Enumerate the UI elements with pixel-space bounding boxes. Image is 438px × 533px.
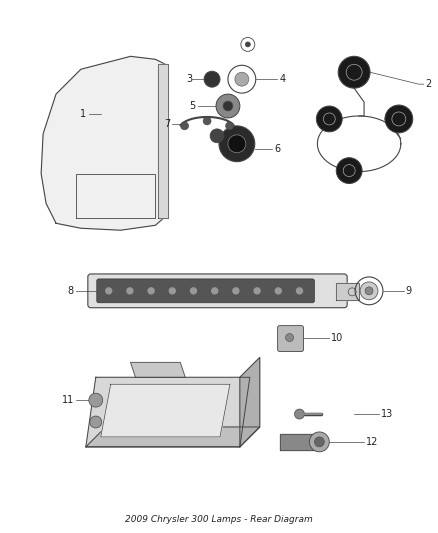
Circle shape bbox=[309, 432, 329, 452]
FancyBboxPatch shape bbox=[278, 326, 304, 351]
Circle shape bbox=[360, 282, 378, 300]
Circle shape bbox=[90, 416, 102, 428]
Text: 1: 1 bbox=[80, 109, 86, 119]
Text: 4: 4 bbox=[279, 74, 286, 84]
Text: 8: 8 bbox=[68, 286, 74, 296]
Circle shape bbox=[127, 288, 133, 294]
Circle shape bbox=[316, 106, 342, 132]
Polygon shape bbox=[240, 358, 260, 447]
Polygon shape bbox=[336, 283, 359, 300]
Text: 9: 9 bbox=[406, 286, 412, 296]
Text: 12: 12 bbox=[366, 437, 378, 447]
Text: 2009 Chrysler 300 Lamps - Rear Diagram: 2009 Chrysler 300 Lamps - Rear Diagram bbox=[125, 515, 313, 524]
FancyBboxPatch shape bbox=[97, 279, 314, 303]
Circle shape bbox=[219, 126, 255, 161]
Circle shape bbox=[89, 393, 103, 407]
Circle shape bbox=[210, 129, 224, 143]
Circle shape bbox=[297, 288, 303, 294]
Circle shape bbox=[191, 288, 197, 294]
Text: 10: 10 bbox=[331, 333, 343, 343]
Polygon shape bbox=[279, 434, 319, 450]
Text: 5: 5 bbox=[189, 101, 195, 111]
Text: 11: 11 bbox=[62, 395, 74, 405]
Polygon shape bbox=[86, 377, 250, 447]
Circle shape bbox=[235, 72, 249, 86]
Circle shape bbox=[170, 288, 175, 294]
Circle shape bbox=[385, 105, 413, 133]
Circle shape bbox=[294, 409, 304, 419]
Circle shape bbox=[223, 101, 233, 111]
Text: 6: 6 bbox=[275, 144, 281, 154]
Polygon shape bbox=[41, 56, 168, 230]
Polygon shape bbox=[159, 64, 168, 219]
Circle shape bbox=[106, 288, 112, 294]
Circle shape bbox=[254, 288, 260, 294]
Circle shape bbox=[203, 117, 211, 125]
Circle shape bbox=[338, 56, 370, 88]
Circle shape bbox=[180, 122, 188, 130]
Circle shape bbox=[314, 437, 324, 447]
Text: 13: 13 bbox=[381, 409, 393, 419]
Circle shape bbox=[286, 334, 293, 342]
Text: 7: 7 bbox=[164, 119, 170, 129]
Polygon shape bbox=[101, 384, 230, 437]
Circle shape bbox=[365, 287, 373, 295]
Text: 2: 2 bbox=[426, 79, 432, 89]
Circle shape bbox=[212, 288, 218, 294]
Polygon shape bbox=[131, 362, 185, 377]
Circle shape bbox=[228, 135, 246, 153]
Circle shape bbox=[276, 288, 281, 294]
Circle shape bbox=[216, 94, 240, 118]
Polygon shape bbox=[86, 427, 260, 447]
Circle shape bbox=[336, 158, 362, 183]
Text: 3: 3 bbox=[186, 74, 192, 84]
Circle shape bbox=[245, 42, 250, 47]
Circle shape bbox=[204, 71, 220, 87]
Circle shape bbox=[226, 122, 233, 130]
FancyBboxPatch shape bbox=[88, 274, 347, 308]
Circle shape bbox=[233, 288, 239, 294]
Circle shape bbox=[148, 288, 154, 294]
